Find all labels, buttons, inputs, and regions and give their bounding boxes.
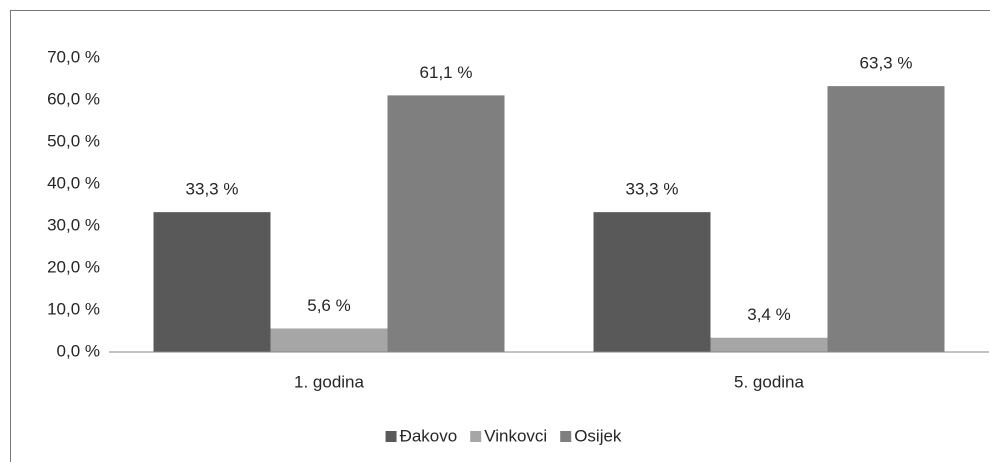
legend-label: Đakovo (400, 426, 458, 445)
x-tick-label: 5. godina (734, 372, 804, 391)
legend-swatch (470, 431, 482, 442)
y-tick-label: 30,0 % (47, 215, 100, 234)
value-label: 33,3 % (626, 180, 679, 199)
value-label: 33,3 % (186, 180, 239, 199)
value-label: 3,4 % (747, 305, 790, 324)
bar (710, 337, 828, 352)
bar (593, 212, 711, 352)
legend-swatch (560, 431, 572, 442)
bar (827, 86, 945, 352)
y-tick-label: 10,0 % (47, 299, 100, 318)
legend-label: Vinkovci (484, 426, 547, 445)
value-label: 61,1 % (420, 63, 473, 82)
bar (270, 328, 388, 352)
x-tick-label: 1. godina (294, 372, 364, 391)
legend-swatch (385, 431, 397, 442)
y-tick-label: 60,0 % (47, 89, 100, 108)
value-label: 5,6 % (307, 296, 350, 315)
value-label: 63,3 % (860, 54, 913, 73)
y-tick-label: 70,0 % (47, 47, 100, 66)
bar (387, 95, 505, 352)
bar (153, 212, 271, 352)
y-tick-label: 50,0 % (47, 131, 100, 150)
y-tick-label: 40,0 % (47, 173, 100, 192)
y-tick-label: 0,0 % (57, 341, 100, 360)
y-tick-label: 20,0 % (47, 257, 100, 276)
legend-label: Osijek (574, 426, 622, 445)
